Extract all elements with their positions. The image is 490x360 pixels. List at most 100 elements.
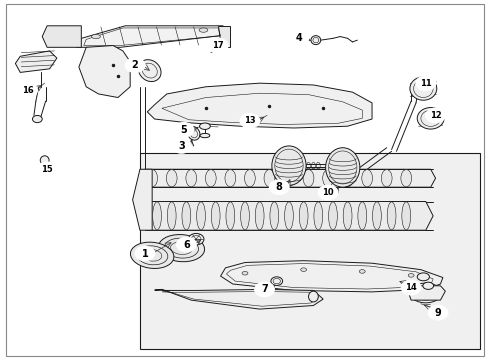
Ellipse shape	[381, 170, 392, 187]
Ellipse shape	[200, 134, 210, 138]
Ellipse shape	[410, 77, 437, 100]
Ellipse shape	[158, 235, 204, 262]
Text: 11: 11	[420, 79, 432, 88]
Circle shape	[176, 237, 196, 252]
Ellipse shape	[285, 202, 294, 230]
Ellipse shape	[255, 202, 264, 230]
Ellipse shape	[188, 233, 204, 245]
Text: 17: 17	[212, 41, 224, 50]
Ellipse shape	[329, 202, 337, 230]
Ellipse shape	[147, 170, 158, 187]
Polygon shape	[409, 286, 445, 300]
Circle shape	[208, 39, 228, 53]
Polygon shape	[76, 26, 228, 47]
Ellipse shape	[417, 108, 444, 129]
Ellipse shape	[314, 202, 323, 230]
Ellipse shape	[270, 202, 279, 230]
Ellipse shape	[311, 36, 321, 45]
Ellipse shape	[299, 202, 308, 230]
Ellipse shape	[303, 170, 314, 187]
Ellipse shape	[186, 170, 196, 187]
Ellipse shape	[188, 127, 200, 140]
Ellipse shape	[241, 202, 249, 230]
Polygon shape	[155, 289, 323, 309]
Text: 9: 9	[435, 308, 441, 318]
Circle shape	[125, 58, 145, 72]
Text: 1: 1	[142, 248, 148, 258]
Ellipse shape	[92, 35, 100, 39]
Circle shape	[416, 76, 436, 90]
Polygon shape	[147, 83, 372, 128]
Circle shape	[426, 108, 445, 123]
Ellipse shape	[301, 268, 307, 271]
Ellipse shape	[211, 202, 220, 230]
Circle shape	[289, 31, 309, 45]
Ellipse shape	[323, 170, 333, 187]
Text: 7: 7	[261, 284, 268, 294]
Text: 3: 3	[178, 141, 185, 151]
Ellipse shape	[130, 242, 174, 269]
Ellipse shape	[358, 202, 367, 230]
Ellipse shape	[226, 202, 235, 230]
Ellipse shape	[245, 170, 255, 187]
Circle shape	[318, 185, 338, 200]
Bar	[140, 153, 480, 348]
Ellipse shape	[225, 170, 236, 187]
Circle shape	[401, 280, 421, 295]
Circle shape	[240, 114, 260, 128]
Ellipse shape	[410, 283, 441, 303]
Ellipse shape	[264, 170, 275, 187]
Circle shape	[270, 180, 289, 194]
Text: 2: 2	[132, 60, 139, 70]
Ellipse shape	[196, 202, 205, 230]
Polygon shape	[42, 26, 81, 47]
Polygon shape	[218, 26, 230, 47]
Ellipse shape	[284, 170, 294, 187]
Ellipse shape	[372, 202, 381, 230]
Polygon shape	[79, 45, 130, 98]
Circle shape	[172, 139, 191, 153]
Polygon shape	[140, 169, 436, 187]
Text: 5: 5	[180, 125, 187, 135]
Text: 6: 6	[183, 239, 190, 249]
Ellipse shape	[199, 28, 208, 32]
Text: 14: 14	[405, 283, 417, 292]
Ellipse shape	[423, 282, 434, 289]
Ellipse shape	[326, 148, 360, 187]
Polygon shape	[15, 51, 57, 72]
Circle shape	[18, 83, 37, 98]
Ellipse shape	[40, 156, 49, 165]
Text: 13: 13	[244, 116, 256, 125]
Ellipse shape	[408, 274, 414, 277]
Ellipse shape	[387, 202, 396, 230]
Circle shape	[174, 123, 194, 137]
Ellipse shape	[242, 271, 248, 275]
Polygon shape	[220, 261, 443, 292]
Circle shape	[255, 282, 274, 297]
Ellipse shape	[309, 291, 318, 302]
Ellipse shape	[362, 170, 372, 187]
Ellipse shape	[402, 202, 411, 230]
Ellipse shape	[417, 273, 429, 281]
Polygon shape	[133, 169, 152, 230]
Ellipse shape	[272, 146, 306, 185]
Polygon shape	[145, 202, 433, 230]
Circle shape	[135, 246, 155, 261]
Ellipse shape	[153, 202, 161, 230]
Circle shape	[428, 306, 448, 320]
Text: 16: 16	[22, 86, 33, 95]
Ellipse shape	[182, 202, 191, 230]
Ellipse shape	[343, 202, 352, 230]
Ellipse shape	[271, 277, 283, 285]
Text: 15: 15	[41, 165, 53, 174]
Circle shape	[37, 162, 57, 176]
Ellipse shape	[205, 170, 216, 187]
Ellipse shape	[401, 170, 412, 187]
Ellipse shape	[167, 202, 176, 230]
Text: 4: 4	[295, 33, 302, 43]
Ellipse shape	[359, 270, 365, 273]
Ellipse shape	[342, 170, 353, 187]
Text: 8: 8	[276, 182, 283, 192]
Ellipse shape	[166, 170, 177, 187]
Ellipse shape	[138, 60, 161, 82]
